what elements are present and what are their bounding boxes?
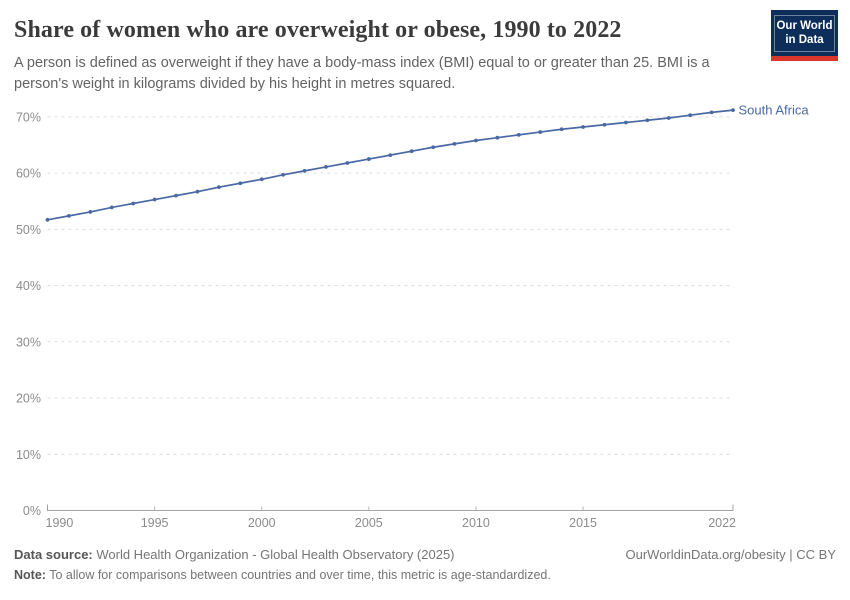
logo-line-1: Our World — [776, 20, 833, 32]
data-point-1994[interactable] — [131, 201, 136, 206]
data-point-1997[interactable] — [195, 189, 200, 194]
x-tick-label: 2022 — [708, 516, 736, 530]
data-point-2010[interactable] — [474, 138, 478, 143]
data-point-2020[interactable] — [688, 113, 693, 118]
data-point-2006[interactable] — [388, 153, 393, 158]
y-tick-label: 60% — [16, 167, 41, 181]
data-point-2005[interactable] — [366, 157, 371, 161]
data-point-2014[interactable] — [559, 127, 564, 132]
data-point-2002[interactable] — [302, 168, 307, 173]
y-tick-label: 10% — [16, 448, 41, 462]
x-tick-label: 1995 — [141, 516, 169, 530]
data-point-1991[interactable] — [67, 213, 71, 218]
data-point-2012[interactable] — [516, 132, 521, 137]
x-tick-label: 2010 — [462, 516, 490, 530]
data-point-1996[interactable] — [174, 193, 178, 198]
owid-url-and-license: OurWorldinData.org/obesity | CC BY — [625, 547, 837, 562]
y-tick-label: 20% — [16, 392, 41, 406]
data-point-2004[interactable] — [345, 161, 350, 165]
chart-header: Share of women who are overweight or obe… — [14, 16, 836, 95]
note-label: Note: — [14, 568, 46, 582]
chart-title: Share of women who are overweight or obe… — [14, 17, 622, 43]
y-tick-label: 30% — [16, 335, 41, 349]
data-point-2018[interactable] — [645, 118, 650, 123]
chart-subtitle: A person is defined as overweight if the… — [14, 54, 710, 92]
data-point-1995[interactable] — [152, 197, 157, 202]
note: Note: To allow for comparisons between c… — [14, 568, 836, 582]
note-text: To allow for comparisons between countri… — [45, 568, 551, 582]
data-point-2019[interactable] — [666, 116, 671, 120]
y-tick-label: 50% — [16, 223, 41, 237]
data-point-2007[interactable] — [409, 149, 414, 154]
data-point-1990[interactable] — [45, 217, 50, 222]
data-point-2000[interactable] — [259, 177, 264, 182]
y-tick-label: 40% — [16, 279, 41, 293]
series-line-south-africa[interactable] — [47, 109, 734, 221]
data-source-label: Data source: — [14, 547, 93, 562]
y-tick-label: 70% — [16, 110, 41, 124]
data-point-2017[interactable] — [623, 120, 628, 125]
data-point-2015[interactable] — [581, 125, 585, 129]
data-source-text: World Health Organization - Global Healt… — [92, 547, 455, 562]
data-point-2011[interactable] — [495, 135, 500, 140]
data-point-2022[interactable] — [731, 108, 735, 113]
data-point-2009[interactable] — [452, 141, 457, 146]
data-point-2013[interactable] — [538, 130, 543, 134]
x-tick-label: 1990 — [46, 516, 74, 530]
data-point-1993[interactable] — [109, 205, 114, 210]
entity-label-south-africa[interactable]: South Africa — [739, 103, 810, 118]
data-source: Data source: World Health Organization -… — [14, 547, 455, 562]
data-point-2016[interactable] — [602, 122, 607, 127]
data-point-2008[interactable] — [431, 145, 435, 150]
y-tick-label: 0% — [23, 504, 41, 518]
data-point-2021[interactable] — [709, 110, 714, 115]
x-tick-label: 2000 — [248, 516, 276, 530]
owid-logo[interactable]: Our World in Data — [771, 10, 838, 61]
chart-footer: Data source: World Health Organization -… — [14, 547, 836, 582]
owid-logo-text: Our World in Data — [774, 15, 835, 52]
data-point-2003[interactable] — [324, 165, 328, 169]
data-point-1998[interactable] — [216, 185, 221, 190]
x-tick-label: 2005 — [355, 516, 383, 530]
data-point-1992[interactable] — [88, 210, 93, 214]
data-point-1999[interactable] — [238, 181, 243, 186]
line-chart: 0% 10% 20% 30% 40% 50% 60% 70% 1990 1995 2000 2005 2… — [16, 103, 810, 530]
x-tick-label: 2015 — [569, 516, 597, 530]
logo-line-2: in Data — [785, 34, 824, 47]
data-point-2001[interactable] — [281, 172, 286, 177]
